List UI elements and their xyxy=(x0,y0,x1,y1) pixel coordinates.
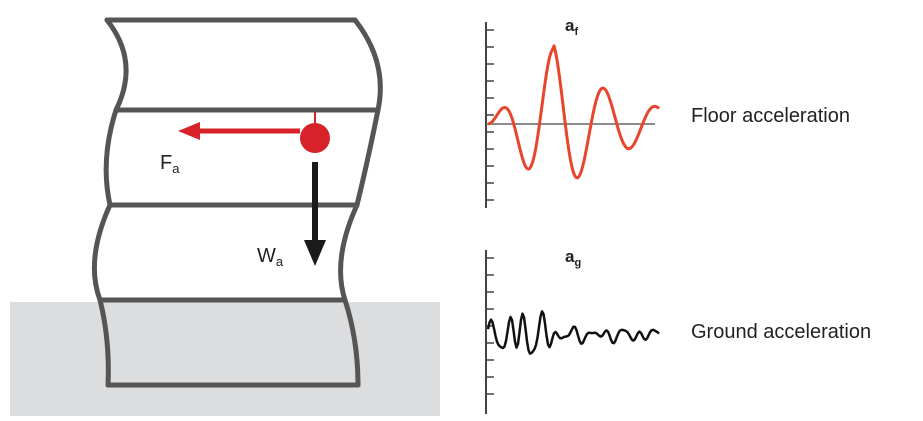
floor-acceleration-trace xyxy=(487,44,660,180)
force-label-subscript: a xyxy=(172,161,180,176)
ground-signal-label: ag xyxy=(565,248,581,269)
weight-label: Wa xyxy=(257,246,283,268)
floor-signal-label-main: a xyxy=(565,16,575,35)
mass-point xyxy=(300,123,330,153)
ground-signal-label-main: a xyxy=(565,247,575,266)
floor-caption: Floor acceleration xyxy=(691,105,850,127)
floor-signal-label: af xyxy=(565,17,578,38)
ground-caption: Ground acceleration xyxy=(691,321,872,343)
ground-signal-label-subscript: g xyxy=(574,257,582,269)
weight-label-subscript: a xyxy=(275,254,284,269)
floor-signal-label-subscript: f xyxy=(574,26,579,38)
weight-label-main: W xyxy=(257,245,276,267)
ground-signal-axes xyxy=(485,250,494,414)
force-label: Fa xyxy=(160,153,179,175)
force-arrow-head xyxy=(178,122,200,140)
building-frame xyxy=(91,17,383,388)
ground-area xyxy=(10,302,440,416)
ground-acceleration-trace xyxy=(486,310,660,355)
weight-arrow-head xyxy=(304,240,326,266)
force-label-main: F xyxy=(160,152,173,174)
